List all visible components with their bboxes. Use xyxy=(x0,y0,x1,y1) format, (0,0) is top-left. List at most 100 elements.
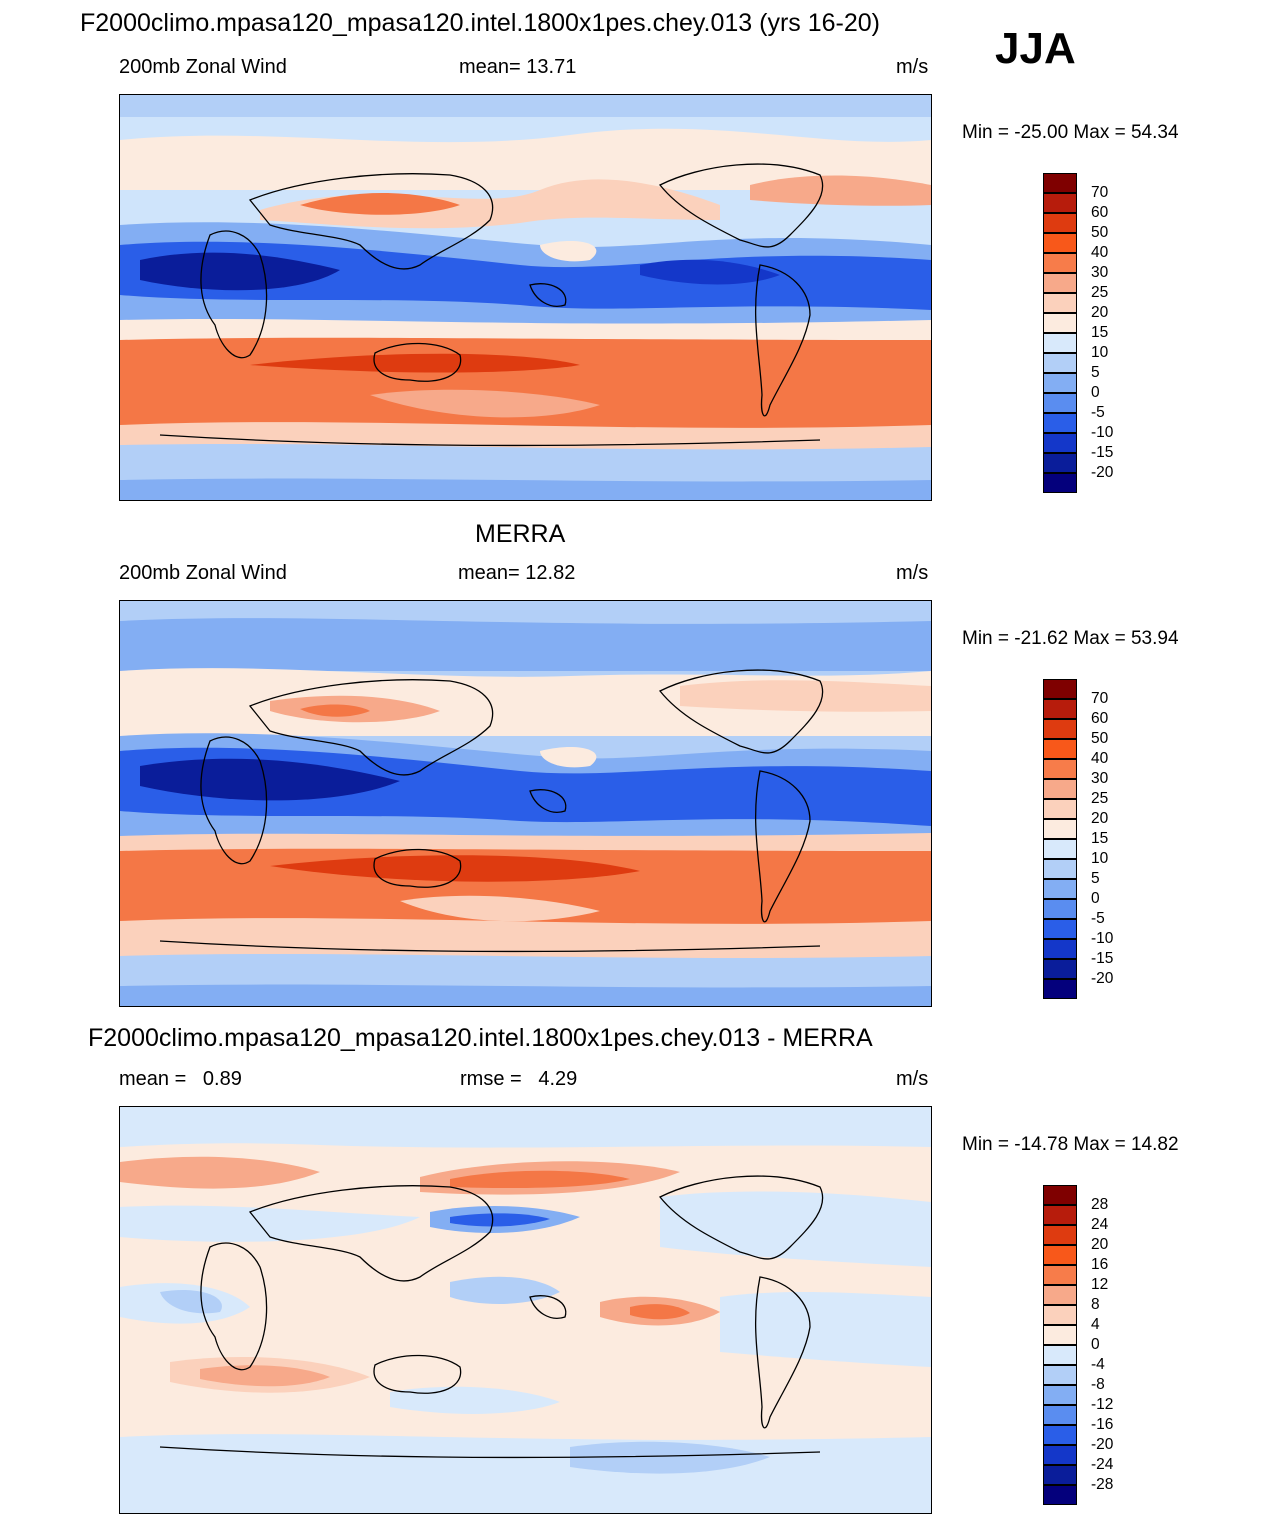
colorbar-swatch xyxy=(1043,193,1077,213)
colorbar-label: 10 xyxy=(1091,344,1109,361)
panel3-minmax: Min = -14.78 Max = 14.82 xyxy=(962,1134,1179,1155)
colorbar-label: 15 xyxy=(1091,830,1109,847)
panel2-colorbar: 70 60 50 40 30 25 20 15 10 5 0 -5 -10 -1… xyxy=(1043,679,1123,1001)
panel3-center-label: rmse = 4.29 xyxy=(460,1068,578,1090)
colorbar-label: 30 xyxy=(1091,264,1109,281)
colorbar-label: 8 xyxy=(1091,1296,1100,1313)
colorbar-swatch xyxy=(1043,333,1077,353)
colorbar-label: 60 xyxy=(1091,204,1109,221)
colorbar-swatch xyxy=(1043,273,1077,293)
colorbar-swatch xyxy=(1043,453,1077,473)
colorbar-label: 40 xyxy=(1091,244,1109,261)
colorbar-label: 15 xyxy=(1091,324,1109,341)
colorbar-label: -20 xyxy=(1091,464,1114,481)
colorbar-label: 24 xyxy=(1091,1216,1109,1233)
panel2-minmax: Min = -21.62 Max = 53.94 xyxy=(962,628,1179,649)
colorbar-swatch xyxy=(1043,679,1077,699)
panel3-map xyxy=(119,1106,932,1514)
colorbar-swatch xyxy=(1043,373,1077,393)
colorbar-label: 28 xyxy=(1091,1196,1109,1213)
panel2-map xyxy=(119,600,932,1007)
colorbar-swatch xyxy=(1043,939,1077,959)
colorbar-label: -28 xyxy=(1091,1476,1114,1493)
panel1-colorbar: 70 60 50 40 30 25 20 15 10 5 0 -5 -10 -1… xyxy=(1043,173,1123,495)
colorbar-label: 0 xyxy=(1091,1336,1100,1353)
colorbar-label: 12 xyxy=(1091,1276,1109,1293)
colorbar-label: 0 xyxy=(1091,384,1100,401)
colorbar-swatch xyxy=(1043,1485,1077,1505)
colorbar-swatch xyxy=(1043,759,1077,779)
colorbar-swatch xyxy=(1043,1405,1077,1425)
colorbar-label: -15 xyxy=(1091,444,1114,461)
colorbar-swatch xyxy=(1043,1385,1077,1405)
colorbar-label: 25 xyxy=(1091,790,1109,807)
colorbar-swatch xyxy=(1043,859,1077,879)
colorbar-label: 20 xyxy=(1091,1236,1109,1253)
panel2-units-label: m/s xyxy=(896,562,929,584)
panel3-colorbar: 28 24 20 16 12 8 4 0 -4 -8 -12 -16 -20 -… xyxy=(1043,1185,1123,1507)
colorbar-swatch xyxy=(1043,959,1077,979)
colorbar-swatch xyxy=(1043,1185,1077,1205)
colorbar-swatch xyxy=(1043,1245,1077,1265)
colorbar-swatch xyxy=(1043,253,1077,273)
colorbar-label: 20 xyxy=(1091,810,1109,827)
colorbar-swatch xyxy=(1043,1365,1077,1385)
panel2-contour-field xyxy=(120,601,931,1006)
colorbar-label: -24 xyxy=(1091,1456,1114,1473)
colorbar-label: -15 xyxy=(1091,950,1114,967)
panel3-units-label: m/s xyxy=(896,1068,929,1090)
colorbar-swatch xyxy=(1043,1325,1077,1345)
colorbar-label: -4 xyxy=(1091,1356,1105,1373)
colorbar-label: -20 xyxy=(1091,1436,1114,1453)
colorbar-label: 5 xyxy=(1091,870,1100,887)
colorbar-label: 10 xyxy=(1091,850,1109,867)
colorbar-swatch xyxy=(1043,173,1077,193)
colorbar-label: 4 xyxy=(1091,1316,1100,1333)
colorbar-swatch xyxy=(1043,879,1077,899)
panel1-center-label: mean= 13.71 xyxy=(459,56,577,78)
colorbar-label: -10 xyxy=(1091,424,1114,441)
colorbar-label: 20 xyxy=(1091,304,1109,321)
panel1-map xyxy=(119,94,932,501)
panel1-title: F2000climo.mpasa120_mpasa120.intel.1800x… xyxy=(80,9,881,37)
colorbar-swatch xyxy=(1043,1205,1077,1225)
colorbar-swatch xyxy=(1043,433,1077,453)
colorbar-swatch xyxy=(1043,413,1077,433)
colorbar-swatch xyxy=(1043,699,1077,719)
colorbar-swatch xyxy=(1043,293,1077,313)
panel3-contour-field xyxy=(120,1107,931,1513)
colorbar-label: 50 xyxy=(1091,730,1109,747)
panel3-title: F2000climo.mpasa120_mpasa120.intel.1800x… xyxy=(88,1024,873,1052)
colorbar-label: 16 xyxy=(1091,1256,1109,1273)
colorbar-swatch xyxy=(1043,1225,1077,1245)
colorbar-label: 70 xyxy=(1091,184,1109,201)
colorbar-swatch xyxy=(1043,393,1077,413)
colorbar-label: 25 xyxy=(1091,284,1109,301)
colorbar-swatch xyxy=(1043,779,1077,799)
colorbar-label: 40 xyxy=(1091,750,1109,767)
colorbar-swatch xyxy=(1043,1425,1077,1445)
colorbar-label: -5 xyxy=(1091,404,1105,421)
colorbar-swatch xyxy=(1043,1445,1077,1465)
colorbar-swatch xyxy=(1043,799,1077,819)
colorbar-swatch xyxy=(1043,353,1077,373)
colorbar-label: -20 xyxy=(1091,970,1114,987)
colorbar-swatch xyxy=(1043,1265,1077,1285)
colorbar-label: 0 xyxy=(1091,890,1100,907)
colorbar-swatch xyxy=(1043,233,1077,253)
colorbar-swatch xyxy=(1043,839,1077,859)
colorbar-swatch xyxy=(1043,1465,1077,1485)
panel1-units-label: m/s xyxy=(896,56,929,78)
colorbar-label: -16 xyxy=(1091,1416,1114,1433)
panel1-left-label: 200mb Zonal Wind xyxy=(119,56,287,78)
panel3-left-label: mean = 0.89 xyxy=(119,1068,242,1090)
colorbar-swatch xyxy=(1043,1345,1077,1365)
colorbar-swatch xyxy=(1043,1285,1077,1305)
colorbar-label: 30 xyxy=(1091,770,1109,787)
colorbar-label: 5 xyxy=(1091,364,1100,381)
colorbar-swatch xyxy=(1043,899,1077,919)
panel2-left-label: 200mb Zonal Wind xyxy=(119,562,287,584)
colorbar-swatch xyxy=(1043,719,1077,739)
colorbar-swatch xyxy=(1043,739,1077,759)
colorbar-label: -8 xyxy=(1091,1376,1105,1393)
